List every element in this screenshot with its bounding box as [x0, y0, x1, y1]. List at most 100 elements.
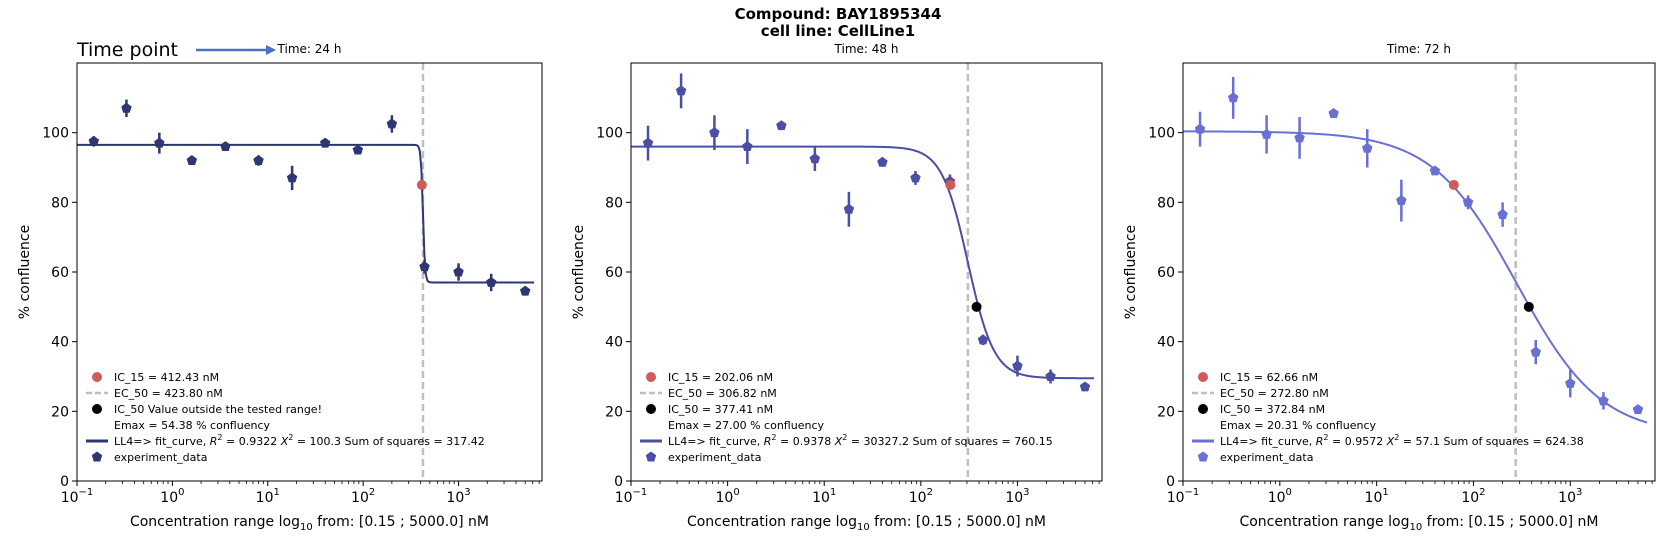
- x-tick-label: 102: [1461, 487, 1485, 506]
- y-tick-label: 100: [42, 126, 69, 142]
- y-tick-label: 0: [1166, 474, 1175, 490]
- y-tick-label: 40: [51, 335, 69, 351]
- data-point: [453, 263, 464, 281]
- data-point: [1530, 339, 1541, 365]
- data-point: [642, 125, 654, 161]
- data-point: [352, 144, 364, 155]
- data-point: [88, 135, 100, 147]
- legend-exp-label: experiment_data: [668, 451, 761, 464]
- data-point: [675, 73, 687, 109]
- data-marker: [88, 135, 100, 146]
- panel-title: Time: 24 h: [277, 42, 342, 56]
- x-tick-label: 102: [909, 487, 933, 506]
- data-marker: [1294, 132, 1305, 143]
- legend-ic15-label: IC_15 = 202.06 nM: [668, 371, 773, 384]
- data-point: [419, 259, 430, 274]
- legend-ic50-symbol: [1198, 404, 1208, 414]
- data-point: [1294, 116, 1305, 159]
- data-point: [485, 273, 497, 292]
- data-point: [154, 132, 165, 154]
- legend-ic15-symbol: [1198, 372, 1208, 382]
- legend-ic50-label: IC_50 = 377.41 nM: [668, 403, 773, 416]
- data-point: [1429, 165, 1441, 176]
- x-tick-label: 103: [446, 487, 470, 506]
- time-point-annotation: Time point: [76, 39, 178, 61]
- data-point: [910, 170, 921, 185]
- legend: IC_15 = 412.43 nM EC_50 = 423.80 nM IC_50 …: [86, 371, 485, 464]
- data-marker: [419, 261, 430, 272]
- data-marker: [877, 156, 888, 167]
- y-tick-label: 80: [1157, 195, 1175, 211]
- x-tick-label: 100: [160, 487, 184, 506]
- figure-title-line2: cell line: CellLine1: [761, 22, 915, 40]
- legend-ec50-label: EC_50 = 306.82 nM: [668, 387, 777, 400]
- data-point: [1462, 195, 1474, 210]
- plot-frame: [630, 62, 1103, 482]
- data-marker: [742, 141, 753, 152]
- legend-emax-label: Emax = 54.38 % confluency: [114, 419, 270, 432]
- data-marker: [1079, 381, 1091, 392]
- data-point: [1261, 115, 1272, 154]
- legend-ic50-label: IC_50 = 372.84 nM: [1220, 403, 1325, 416]
- data-marker: [186, 155, 198, 165]
- legend-fit-label: LL4=> fit_curve, R2 = 0.9572 X2 = 57.1 S…: [1220, 433, 1584, 448]
- y-axis-label: % confluence: [1123, 225, 1139, 319]
- x-axis-label: Concentration range log10 from: [0.15 ; …: [130, 514, 489, 533]
- data-marker: [1328, 108, 1339, 118]
- y-tick-label: 0: [614, 474, 623, 490]
- legend-ic15-label: IC_15 = 62.66 nM: [1220, 371, 1318, 384]
- x-tick-label: 101: [256, 487, 280, 506]
- chart-panel-2: Time: 48 h 0 20 40 60 80 100 10−1 100 101 102 103 Co…: [571, 42, 1103, 533]
- fit-curve: [1182, 130, 1648, 424]
- data-point: [319, 137, 331, 148]
- data-marker: [1012, 360, 1023, 371]
- data-marker: [253, 155, 264, 165]
- legend-fit-label: LL4=> fit_curve, R2 = 0.9378 X2 = 30327.…: [668, 433, 1053, 448]
- data-point: [1012, 355, 1023, 377]
- x-tick-label: 101: [812, 487, 836, 506]
- legend-emax-label: Emax = 20.31 % confluency: [1220, 419, 1376, 432]
- x-tick-label: 100: [716, 487, 740, 506]
- data-marker: [1362, 142, 1373, 153]
- y-tick-label: 80: [605, 195, 623, 211]
- x-tick-label: 103: [1005, 487, 1029, 506]
- data-marker: [519, 285, 531, 296]
- legend: IC_15 = 202.06 nM EC_50 = 306.82 nM IC_50 …: [640, 371, 1053, 464]
- plot-frame: [1182, 62, 1656, 482]
- data-point: [1194, 111, 1206, 147]
- legend: IC_15 = 62.66 nM EC_50 = 272.80 nM IC_50 =…: [1192, 371, 1584, 464]
- data-point: [776, 120, 787, 131]
- x-tick-label: 102: [351, 487, 375, 506]
- fit-curve: [631, 145, 1095, 380]
- ic15-marker: [945, 179, 956, 190]
- y-tick-label: 100: [1148, 126, 1175, 142]
- data-point: [1079, 381, 1091, 392]
- data-marker: [1261, 128, 1272, 139]
- data-marker: [776, 120, 787, 131]
- legend-ic15-symbol: [92, 372, 102, 382]
- legend-exp-label: experiment_data: [114, 451, 207, 464]
- data-point: [1227, 76, 1239, 119]
- y-tick-label: 80: [51, 195, 69, 211]
- x-axis-label: Concentration range log10 from: [0.15 ; …: [687, 514, 1046, 533]
- data-marker: [1530, 346, 1541, 357]
- data-marker: [1632, 404, 1644, 415]
- data-marker: [642, 137, 654, 148]
- data-point: [121, 99, 132, 117]
- x-tick-label: 10−1: [1167, 487, 1200, 506]
- data-point: [977, 334, 989, 346]
- y-tick-label: 40: [1157, 335, 1175, 351]
- x-tick-label: 10−1: [615, 487, 648, 506]
- data-point: [1598, 392, 1609, 410]
- data-marker: [1429, 165, 1441, 176]
- legend-exp-symbol: [1197, 451, 1209, 462]
- data-point: [519, 285, 531, 296]
- data-marker: [1396, 195, 1407, 206]
- legend-fit-label: LL4=> fit_curve, R2 = 0.9322 X2 = 100.3 …: [114, 433, 485, 448]
- data-marker: [453, 266, 464, 277]
- data-point: [809, 146, 821, 171]
- panel-title: Time: 48 h: [834, 42, 899, 56]
- panel-title: Time: 72 h: [1386, 42, 1451, 56]
- legend-ic50-label: IC_50 Value outside the tested range!: [114, 403, 322, 416]
